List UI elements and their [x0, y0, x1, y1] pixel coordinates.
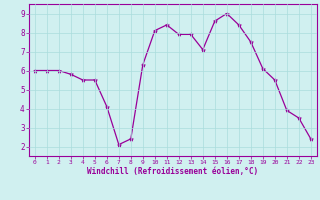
X-axis label: Windchill (Refroidissement éolien,°C): Windchill (Refroidissement éolien,°C)	[87, 167, 258, 176]
